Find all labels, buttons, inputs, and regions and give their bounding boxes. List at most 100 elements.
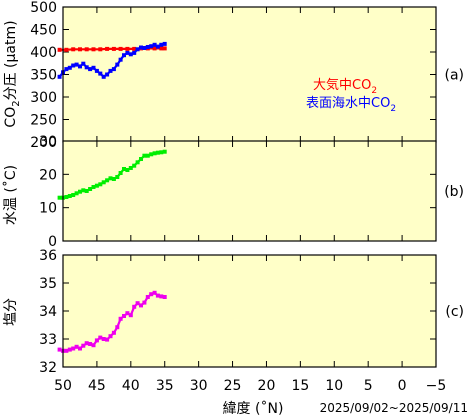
panel-a-data-point (111, 67, 116, 72)
panel-b-data-point (67, 194, 72, 198)
panel-b-data-point (159, 150, 164, 155)
panel-c: 32 33 34 35 36 (c) (39, 248, 464, 376)
panel-a-ytick-label: 200 (30, 135, 57, 151)
panel-a-data-point (122, 53, 126, 58)
panel-c-plot-area (63, 255, 436, 367)
panel-b-tag: (b) (444, 184, 464, 200)
panel-c-data-point (122, 314, 126, 318)
panel-c-data-point (125, 311, 130, 316)
panel-c-data-point (135, 301, 140, 306)
panel-a-ytick-label: 300 (30, 90, 57, 106)
panel-a-data-point (84, 47, 89, 52)
panel-a-data-point (128, 52, 133, 57)
panel-b-data-point (74, 191, 79, 196)
panel-a-data-point (105, 72, 110, 77)
panel-c-data-point (84, 341, 89, 346)
x-tick-label: 45 (88, 378, 106, 394)
panel-b-data-point (149, 152, 154, 157)
x-tick-label: −5 (426, 378, 447, 394)
panel-b-data-point (155, 150, 160, 155)
panel-a-ytick-label: 400 (30, 45, 57, 61)
panel-a-y-axis-title: CO2分圧 (μatm) (3, 20, 22, 127)
panel-b-data-point (135, 160, 140, 165)
panel-a-data-point (98, 71, 103, 76)
panel-b-data-point (81, 188, 86, 193)
panel-c-data-point (155, 293, 160, 298)
panel-b-data-point (84, 189, 89, 193)
panel-a-data-point (91, 65, 96, 70)
panel-a-data-point (108, 68, 113, 73)
panel-b-data-point (98, 182, 103, 187)
legend-atmospheric-co2: 大気中CO2 (313, 77, 377, 96)
panel-c-data-point (57, 347, 62, 352)
panel-a-data-point (149, 44, 154, 49)
legend-atm-label: 大気中CO (313, 77, 371, 93)
panel-a-series-2 (57, 41, 167, 79)
panels-layer: 200250300350400450500(a)0102030(b)323334… (30, 0, 464, 394)
legend-sea-label: 表面海水中CO (306, 96, 390, 111)
panel-b-series-1 (57, 149, 167, 200)
panel-a-data-point (159, 42, 164, 47)
panel-a-data-point (155, 44, 160, 49)
x-tick-label: 20 (258, 378, 276, 394)
x-tick-label: 50 (54, 378, 72, 394)
panel-c-data-point (64, 348, 69, 353)
panel-c-data-point (108, 334, 113, 339)
panel-b-data-point (152, 151, 157, 156)
panel-a-data-point (162, 46, 167, 51)
panel-a-data-point (71, 63, 76, 68)
panel-a-data-point (98, 47, 103, 52)
panel-a-data-point (78, 64, 82, 69)
panel-b-data-point (132, 163, 137, 168)
panel-a-data-point (78, 47, 82, 52)
panel-b-data-point (162, 149, 167, 154)
panel-c-ytick-label: 33 (39, 332, 57, 348)
panel-c-ytick-label: 35 (39, 276, 57, 292)
panel-b-data-point (71, 193, 76, 197)
panel-a-data-point (57, 47, 62, 52)
panel-a-tag: (a) (444, 68, 464, 84)
panel-a-ytick-label: 500 (30, 0, 57, 16)
panel-a-data-point (135, 47, 140, 52)
x-tick-label: 40 (122, 378, 140, 394)
panel-c-data-point (101, 337, 106, 341)
panel-b-data-point (142, 153, 147, 158)
panel-c-frame (62, 254, 437, 368)
panel-b-data-point (108, 176, 113, 181)
panel-a-data-point (64, 47, 69, 52)
x-tick-label: 10 (325, 378, 343, 394)
panel-b-data-point (125, 168, 130, 172)
x-tick-label: 30 (190, 378, 208, 394)
panel-c-ytick-label: 32 (39, 360, 57, 376)
panel-a-data-point (125, 46, 130, 51)
panel-b-data-point (64, 195, 69, 199)
legend-seawater-co2: 表面海水中CO2 (306, 96, 396, 114)
panel-b-data-point (118, 171, 123, 175)
x-tick-labels: 50 45 40 35 30 25 20 15 10 5 0 −5 (54, 378, 446, 394)
panel-b-ytick-label: 0 (48, 234, 57, 250)
panel-c-data-point (115, 325, 120, 330)
panel-b-ytick-label: 30 (39, 134, 57, 150)
panel-b-data-point (91, 185, 96, 189)
x-tick-label: 35 (156, 378, 174, 394)
panel-a-data-point (81, 61, 86, 66)
panel-c-data-point (152, 290, 157, 295)
panel-a-data-point (132, 46, 137, 51)
panel-c-data-point (71, 346, 76, 351)
panel-c-data-point (105, 337, 110, 342)
panel-b-data-point (115, 175, 120, 179)
panel-a-ytick-label: 350 (30, 68, 57, 84)
panel-a: 200 250 300 350 400 450 500 (a) (30, 0, 464, 151)
panel-c-data-point (81, 343, 86, 348)
panel-c-data-point (142, 300, 147, 305)
panel-c-ytick-label: 36 (39, 248, 57, 264)
panel-b-plot-area (63, 141, 436, 241)
panel-b-data-point (105, 178, 110, 183)
panel-a-data-point (84, 65, 89, 70)
panel-b: 0 10 20 30 (b) (39, 134, 464, 250)
x-tick-label: 25 (224, 378, 242, 394)
panel-a-data-point (101, 74, 106, 79)
x-tick-label: 5 (364, 378, 373, 394)
panel-b-data-point (145, 153, 150, 158)
